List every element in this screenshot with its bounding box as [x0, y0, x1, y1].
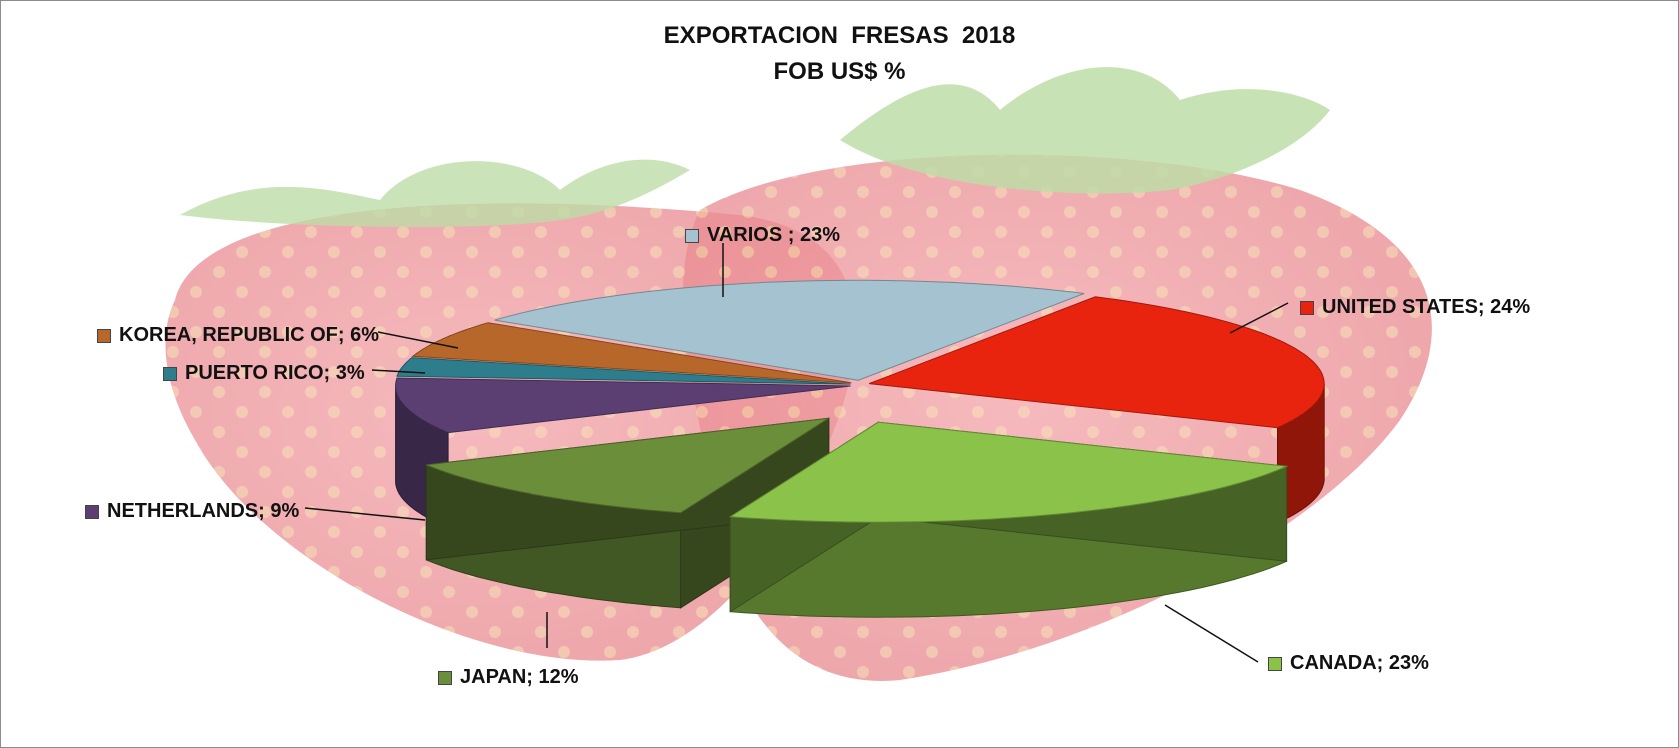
leader-line-united-states — [1229, 302, 1289, 334]
data-label-varios: VARIOS ; 23% — [685, 224, 840, 247]
data-label-puerto-rico: PUERTO RICO; 3% — [163, 362, 365, 385]
legend-key-puerto-rico — [163, 366, 177, 381]
data-label-canada: CANADA; 23% — [1268, 652, 1429, 675]
data-label-text: PUERTO RICO; 3% — [185, 362, 365, 384]
data-label-united-states: UNITED STATES; 24% — [1300, 296, 1530, 319]
slice-varios — [494, 279, 1085, 381]
data-label-text: CANADA; 23% — [1290, 652, 1429, 674]
slice-top-puerto-rico — [396, 357, 851, 385]
legend-key-canada — [1268, 656, 1282, 671]
leader-line-canada — [1164, 604, 1259, 663]
data-label-text: NETHERLANDS; 9% — [107, 500, 300, 522]
legend-key-japan — [438, 670, 452, 685]
leader-line-puerto-rico — [371, 369, 426, 374]
slice-top-varios — [494, 279, 1085, 381]
leader-line-korea-republic-of — [377, 331, 459, 349]
leader-line-netherlands — [304, 507, 426, 521]
slice-korea-republic-of — [411, 322, 852, 384]
slice-top-united-states — [869, 296, 1325, 429]
data-label-text: VARIOS ; 23% — [707, 224, 840, 246]
legend-key-korea-republic-of — [97, 328, 111, 343]
slice-top-japan — [426, 417, 830, 514]
chart-subtitle: FOB US$ % — [773, 58, 906, 85]
slice-canada — [728, 421, 1289, 618]
slice-puerto-rico — [396, 357, 851, 385]
slice-top-korea-republic-of — [411, 322, 852, 384]
data-label-text: KOREA, REPUBLIC OF; 6% — [119, 324, 380, 346]
data-label-netherlands: NETHERLANDS; 9% — [85, 500, 299, 523]
legend-key-united-states — [1300, 300, 1314, 315]
chart-title: EXPORTACION FRESAS 2018 — [663, 22, 1016, 49]
legend-key-netherlands — [85, 504, 99, 519]
data-label-korea-republic-of: KOREA, REPUBLIC OF; 6% — [97, 324, 379, 347]
legend-key-varios — [685, 228, 699, 243]
slice-top-canada — [728, 421, 1289, 523]
data-label-japan: JAPAN; 12% — [438, 666, 579, 689]
data-label-text: UNITED STATES; 24% — [1322, 296, 1531, 318]
slice-top-netherlands — [395, 377, 851, 434]
data-label-text: JAPAN; 12% — [460, 666, 579, 688]
